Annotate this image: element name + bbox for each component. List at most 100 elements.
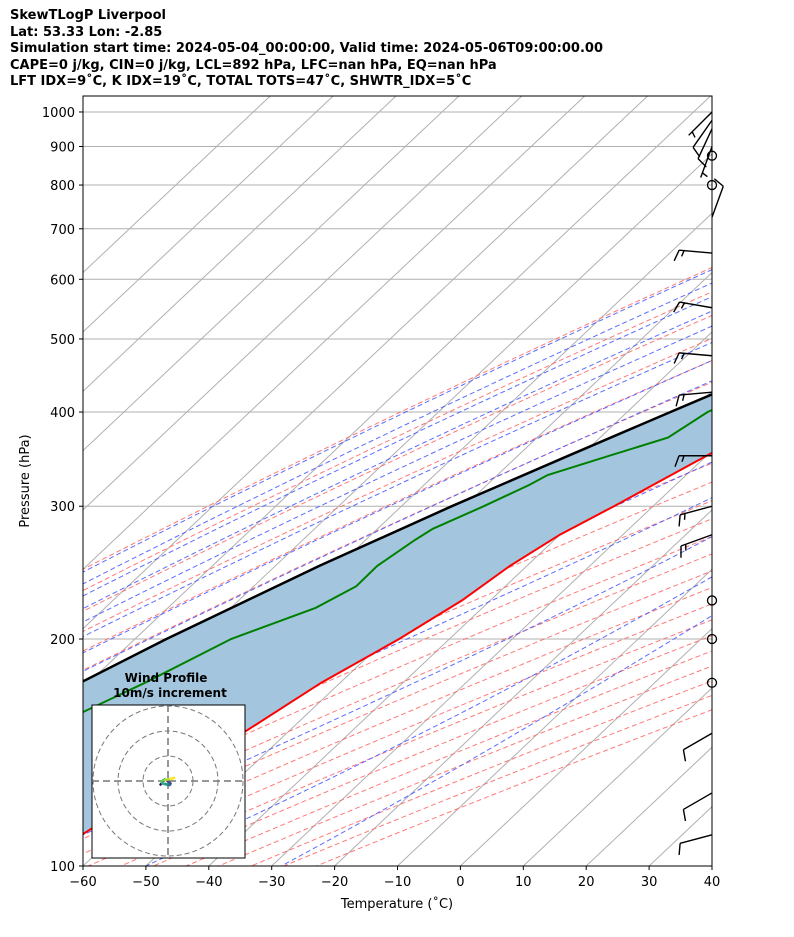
isotherm--160 xyxy=(83,96,271,274)
x-tick-label: −40 xyxy=(195,875,222,890)
x-axis-label: Temperature (˚C) xyxy=(340,896,453,912)
isotherm-0 xyxy=(460,627,712,866)
wind-barb-flag xyxy=(674,455,680,467)
wind-barb-flag xyxy=(713,178,724,187)
isotherm--10 xyxy=(397,568,712,866)
wind-barb-flag xyxy=(678,843,681,856)
x-tick-label: 10 xyxy=(515,875,532,890)
dry-adiabat xyxy=(83,314,712,612)
x-tick-label: −10 xyxy=(384,875,411,890)
wind-barb-shaft xyxy=(679,505,713,516)
wind-barb-half-flag xyxy=(680,353,685,360)
wind-barb-shaft xyxy=(711,186,724,218)
hodograph-subtitle: 10m/s increment xyxy=(113,686,227,700)
dewpoint-line xyxy=(83,408,712,714)
thermodynamic-background xyxy=(83,96,712,866)
isotherm--40 xyxy=(208,390,712,866)
x-tick-label: 0 xyxy=(456,875,464,890)
isotherm-40 xyxy=(711,865,712,866)
isotherm--20 xyxy=(334,509,712,866)
dry-adiabat xyxy=(83,536,712,809)
hodograph-title: Wind Profile xyxy=(125,671,208,685)
y-tick-label: 100 xyxy=(50,860,75,875)
index-parameters: LFT IDX=9˚C, K IDX=19˚C, TOTAL TOTS=47˚C… xyxy=(10,74,472,89)
y-tick-label: 700 xyxy=(50,223,75,238)
isotherm--130 xyxy=(83,96,460,452)
y-tick-label: 900 xyxy=(50,140,75,155)
calm-wind-marker xyxy=(706,150,718,161)
dry-adiabat xyxy=(83,381,712,671)
temperature-line xyxy=(83,451,712,836)
chart-header: SkewTLogP Liverpool Lat: 53.33 Lon: -2.8… xyxy=(10,8,603,91)
y-tick-label: 400 xyxy=(50,406,75,421)
hodograph-inset: Wind Profile 10m/s increment xyxy=(91,671,246,859)
y-tick-label: 300 xyxy=(50,500,75,515)
moist-adiabat xyxy=(83,497,712,788)
moist-adiabat xyxy=(83,296,712,597)
axis-ticks: −60 −50 −40 −30 −20 −10 0 10 20 30 40 1000 900 800 700… xyxy=(42,106,720,890)
dry-adiabat xyxy=(83,359,712,652)
isotherm--110 xyxy=(83,96,586,570)
wind-barb-shaft xyxy=(680,534,713,547)
calm-wind-marker xyxy=(706,677,718,688)
isotherm--150 xyxy=(83,96,334,333)
y-axis-label: Pressure (hPa) xyxy=(18,434,33,527)
wind-barb-shaft xyxy=(679,391,713,396)
moist-adiabat xyxy=(83,269,712,573)
x-tick-label: 40 xyxy=(704,875,721,890)
moist-adiabat xyxy=(83,359,712,654)
x-tick-label: 30 xyxy=(641,875,658,890)
moist-adiabat xyxy=(83,341,712,638)
isotherm--120 xyxy=(83,96,523,511)
wind-barb-shaft xyxy=(692,119,713,148)
dry-adiabat xyxy=(83,553,712,824)
wind-barbs xyxy=(673,111,724,856)
x-tick-label: −50 xyxy=(132,875,159,890)
station-coordinates: Lat: 53.33 Lon: -2.85 xyxy=(10,24,163,40)
wind-barb-half-flag xyxy=(681,394,685,401)
isotherm--140 xyxy=(83,96,397,392)
wind-barb-shaft xyxy=(679,301,713,309)
wind-barb-shaft xyxy=(683,792,713,811)
x-tick-label: −60 xyxy=(69,875,96,890)
wind-barb-shaft xyxy=(679,352,713,357)
dry-adiabat xyxy=(218,665,712,866)
wind-barb-flag xyxy=(673,301,681,313)
x-tick-label: −20 xyxy=(321,875,348,890)
wind-barb-flag xyxy=(682,749,687,762)
wind-barb-shaft xyxy=(683,732,713,751)
moist-adiabat xyxy=(83,325,712,623)
wind-barb-shaft xyxy=(679,834,713,845)
wind-barb-flag xyxy=(692,146,701,158)
wind-barb-flag xyxy=(673,352,680,364)
wind-barb-half-flag xyxy=(701,172,708,178)
wind-barb-flag xyxy=(682,809,687,822)
wind-barb-flag xyxy=(678,514,681,527)
isotherm--30 xyxy=(271,449,712,866)
moist-adiabat xyxy=(83,282,712,585)
wind-barb-flag xyxy=(673,249,680,262)
dry-adiabat xyxy=(185,650,712,866)
dry-adiabat xyxy=(83,291,712,592)
y-tick-label: 1000 xyxy=(42,106,75,121)
isotherm--100 xyxy=(83,96,648,630)
wind-barb-flag xyxy=(675,394,680,407)
moist-adiabat xyxy=(83,536,712,836)
dry-adiabat xyxy=(83,266,712,570)
x-tick-label: 20 xyxy=(578,875,595,890)
wind-barb-shaft xyxy=(679,249,713,254)
y-tick-label: 800 xyxy=(50,179,75,194)
isotherm-10 xyxy=(522,687,712,866)
x-tick-label: −30 xyxy=(258,875,285,890)
calm-wind-marker xyxy=(706,595,718,606)
dry-adiabat xyxy=(153,634,712,866)
wind-barb-half-flag xyxy=(680,250,685,257)
dry-adiabat xyxy=(83,500,712,777)
wind-barb-shaft xyxy=(697,128,713,159)
simulation-times: Simulation start time: 2024-05-04_00:00:… xyxy=(10,41,603,56)
isotherm--90 xyxy=(83,96,711,689)
hodograph-segment xyxy=(171,776,176,780)
wind-barb-half-flag xyxy=(691,131,696,138)
parcel-line xyxy=(83,393,712,683)
